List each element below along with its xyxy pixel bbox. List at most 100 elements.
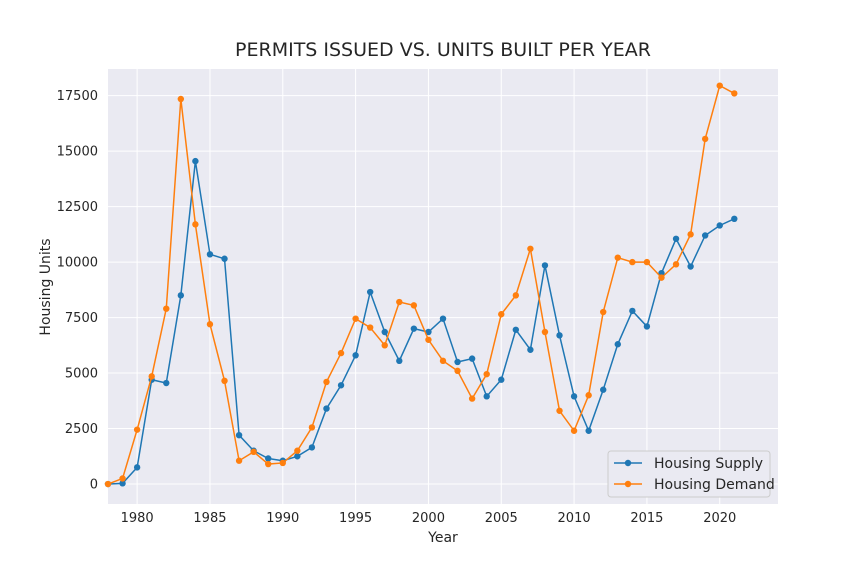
data-point: [629, 258, 636, 266]
data-point: [498, 311, 505, 318]
data-point: [104, 480, 112, 488]
data-point: [687, 263, 694, 270]
data-point: [439, 315, 447, 322]
data-point: [206, 321, 214, 328]
data-point: [439, 357, 447, 365]
data-point: [731, 215, 738, 223]
data-point: [308, 424, 316, 431]
x-tick-label: 2005: [485, 511, 518, 526]
y-tick-label: 0: [90, 478, 98, 493]
data-point: [541, 262, 549, 269]
data-point: [658, 274, 665, 281]
data-point: [468, 395, 476, 402]
data-point: [731, 90, 738, 97]
data-point: [133, 464, 141, 471]
plot-background: [108, 69, 778, 504]
series-2: [104, 82, 738, 488]
data-point: [585, 427, 592, 434]
data-point: [337, 382, 345, 389]
y-tick-label: 15000: [57, 145, 98, 160]
data-point: [556, 332, 563, 339]
data-point: [716, 222, 723, 229]
data-point: [163, 379, 170, 387]
data-point: [294, 447, 301, 454]
data-point: [177, 292, 185, 299]
data-point: [396, 357, 403, 365]
y-axis-label: Housing Units: [38, 238, 54, 335]
data-point: [192, 157, 199, 165]
data-point: [381, 342, 388, 349]
data-point: [614, 254, 621, 261]
x-tick-label: 2000: [412, 511, 445, 526]
data-point: [672, 261, 680, 268]
data-point: [366, 288, 374, 296]
data-point: [352, 352, 359, 359]
data-point: [425, 328, 432, 336]
data-point: [192, 221, 199, 228]
legend-label: Housing Supply: [654, 456, 763, 472]
data-point: [235, 431, 243, 439]
data-point: [643, 323, 651, 330]
x-tick-label: 1995: [339, 511, 372, 526]
y-tick-label: 2500: [65, 422, 98, 437]
x-tick-label: 2020: [703, 511, 736, 526]
data-point: [133, 426, 141, 433]
data-point: [206, 251, 214, 258]
series-group: [104, 82, 738, 488]
data-point: [148, 373, 155, 380]
data-point: [250, 448, 257, 456]
data-point: [265, 455, 272, 462]
data-point: [294, 453, 301, 460]
x-tick-label: 2010: [558, 511, 591, 526]
data-point: [716, 82, 723, 89]
data-point: [600, 308, 607, 316]
data-point: [163, 305, 170, 312]
legend: Housing Supply Housing Demand: [607, 450, 775, 498]
y-tick-label: 10000: [57, 256, 98, 271]
data-point: [396, 298, 403, 306]
data-point: [352, 315, 359, 322]
data-point: [556, 407, 563, 414]
data-point: [337, 349, 345, 357]
x-tick-label: 1990: [266, 511, 299, 526]
y-tick-labels: 0 2500 5000 7500 10000 12500 15000 17500: [57, 89, 98, 492]
data-point: [701, 135, 709, 143]
data-point: [323, 378, 330, 386]
data-point: [468, 355, 476, 362]
chart-title: PERMITS ISSUED VS. UNITS BUILT PER YEAR: [235, 39, 651, 61]
data-point: [410, 325, 418, 332]
data-point: [221, 377, 228, 385]
data-point: [454, 358, 461, 366]
data-point: [658, 269, 665, 277]
data-point: [265, 460, 272, 468]
data-point: [221, 255, 228, 262]
data-point: [687, 231, 694, 238]
x-axis-label: Year: [427, 530, 458, 546]
data-point: [119, 475, 126, 482]
y-tick-label: 17500: [57, 89, 98, 104]
data-point: [600, 386, 607, 393]
legend-box: [607, 450, 771, 498]
data-point: [119, 480, 126, 487]
y-tick-label: 7500: [65, 311, 98, 326]
data-point: [425, 336, 432, 343]
data-point: [541, 328, 549, 336]
data-point: [512, 326, 520, 333]
data-point: [279, 459, 286, 467]
series-1: [104, 157, 738, 488]
data-point: [177, 95, 185, 103]
data-point: [570, 427, 578, 434]
data-point: [643, 258, 651, 266]
data-point: [235, 457, 243, 464]
legend-marker: [624, 480, 632, 488]
data-point: [629, 307, 636, 315]
legend-label: Housing Demand: [654, 477, 775, 493]
data-point: [483, 393, 490, 400]
data-point: [454, 367, 461, 375]
data-point: [585, 392, 592, 399]
x-tick-label: 1985: [193, 511, 226, 526]
x-tick-label: 1980: [121, 511, 154, 526]
data-point: [527, 245, 534, 252]
data-point: [366, 324, 374, 331]
